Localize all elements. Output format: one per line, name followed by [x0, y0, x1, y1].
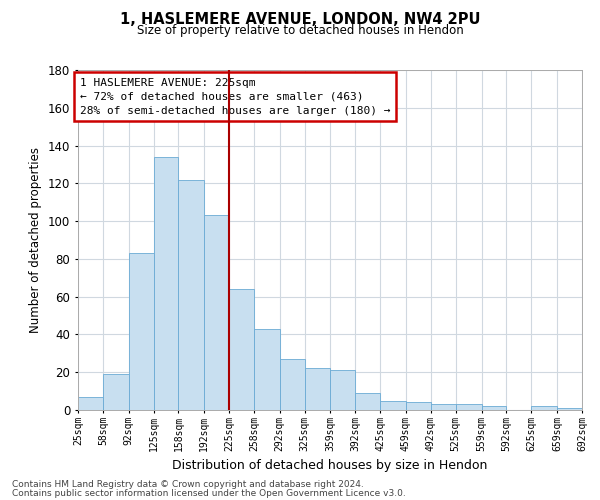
Bar [154, 157, 178, 410]
Bar [229, 289, 254, 410]
Bar [305, 368, 331, 410]
Bar [254, 329, 280, 410]
Bar [532, 406, 557, 410]
Bar [482, 406, 506, 410]
Text: Size of property relative to detached houses in Hendon: Size of property relative to detached ho… [137, 24, 463, 37]
Y-axis label: Number of detached properties: Number of detached properties [29, 147, 43, 333]
Bar [456, 404, 482, 410]
Bar [557, 408, 582, 410]
X-axis label: Distribution of detached houses by size in Hendon: Distribution of detached houses by size … [172, 459, 488, 472]
Bar [380, 400, 406, 410]
Bar [103, 374, 128, 410]
Bar [331, 370, 355, 410]
Text: 1 HASLEMERE AVENUE: 225sqm
← 72% of detached houses are smaller (463)
28% of sem: 1 HASLEMERE AVENUE: 225sqm ← 72% of deta… [80, 78, 390, 116]
Bar [355, 393, 380, 410]
Bar [406, 402, 431, 410]
Bar [280, 359, 305, 410]
Text: 1, HASLEMERE AVENUE, LONDON, NW4 2PU: 1, HASLEMERE AVENUE, LONDON, NW4 2PU [120, 12, 480, 28]
Text: Contains public sector information licensed under the Open Government Licence v3: Contains public sector information licen… [12, 488, 406, 498]
Bar [431, 404, 456, 410]
Bar [178, 180, 204, 410]
Bar [128, 253, 154, 410]
Text: Contains HM Land Registry data © Crown copyright and database right 2024.: Contains HM Land Registry data © Crown c… [12, 480, 364, 489]
Bar [78, 397, 103, 410]
Bar [204, 216, 229, 410]
